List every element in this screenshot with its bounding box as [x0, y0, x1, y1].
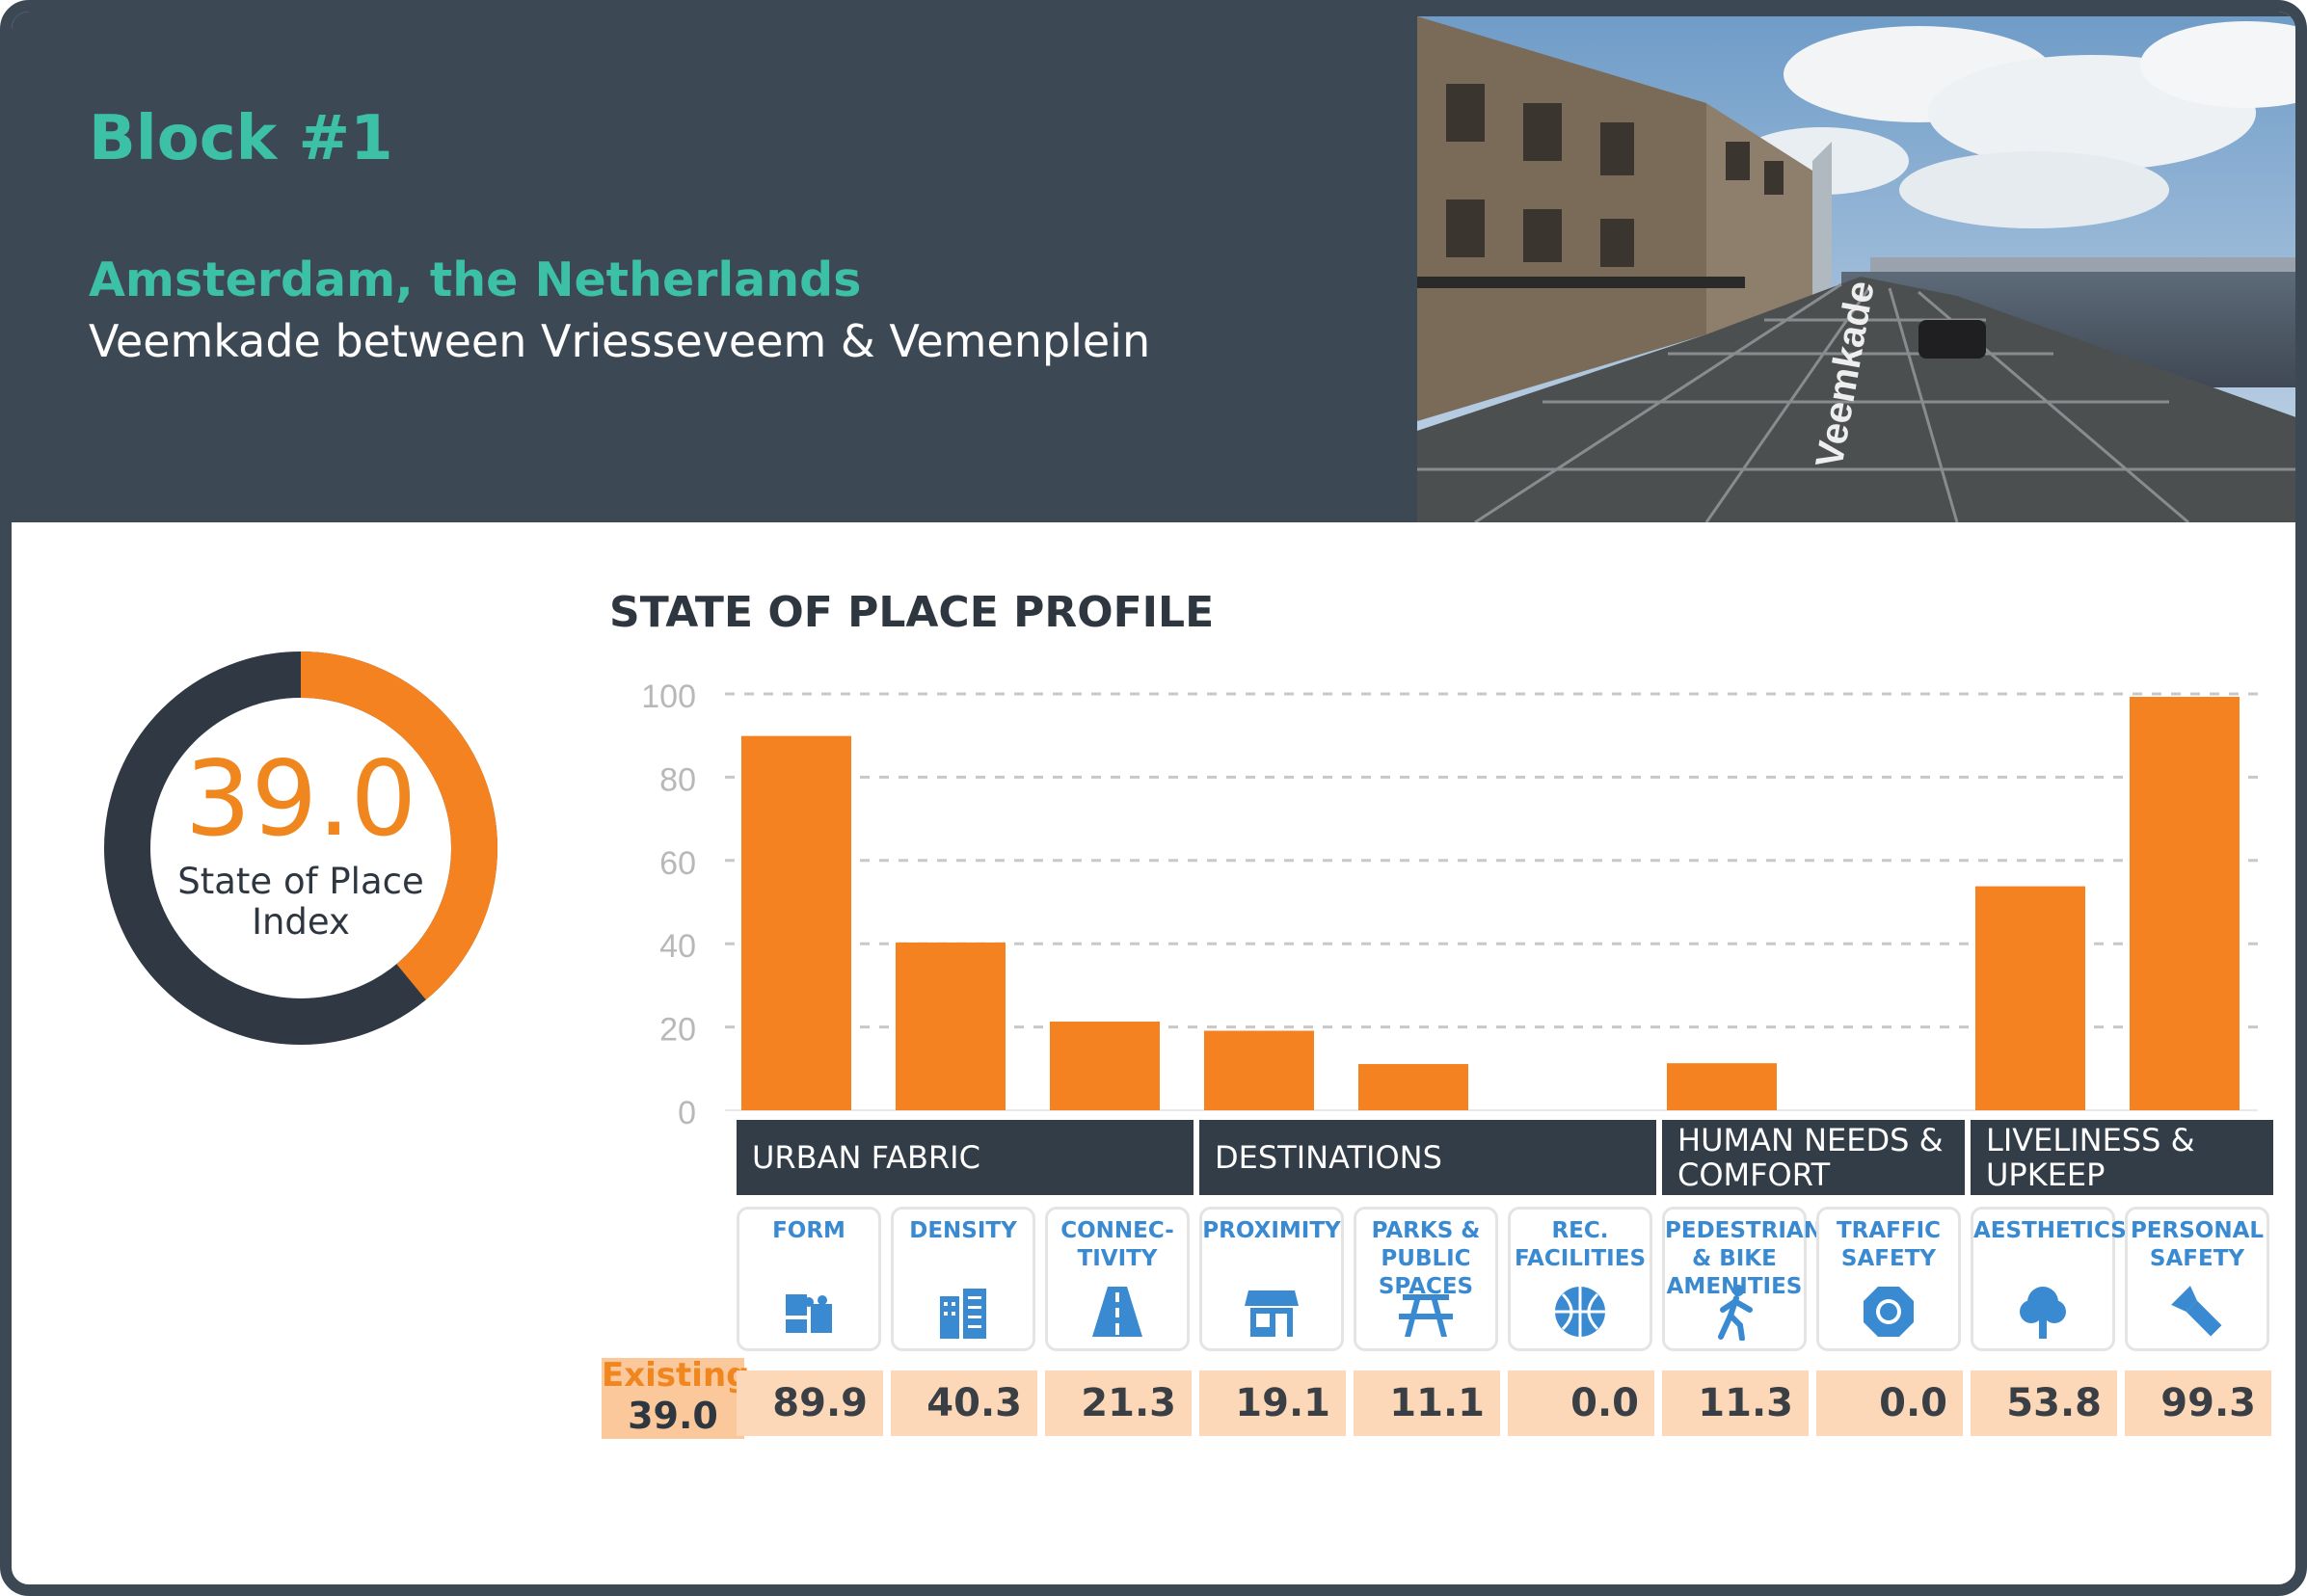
street-description: Veemkade between Vriesseveem & Vemenplei…: [89, 315, 1151, 367]
score-value: 19.1: [1199, 1370, 1346, 1436]
category-card: PROXIMITY: [1199, 1207, 1344, 1351]
group-label: URBAN FABRIC: [737, 1120, 1194, 1195]
y-tick-label: 40: [659, 928, 696, 965]
index-donut: [104, 652, 497, 1045]
stop-sign-icon: [1860, 1283, 1918, 1341]
bar: [1667, 1063, 1777, 1110]
category-label: AESTHETICS: [1973, 1218, 2127, 1243]
flashlight-icon: [2168, 1283, 2226, 1341]
score-value: 53.8: [1971, 1370, 2117, 1436]
bar-chart: 0 20 40 60 80 100: [641, 678, 2258, 1130]
bar: [896, 942, 1006, 1110]
street-photo: Veemkade: [1417, 16, 2295, 522]
index-label: State of Place Index: [177, 861, 424, 943]
category-label: PROXIMITY: [1202, 1218, 1341, 1243]
tree-icon: [2014, 1283, 2072, 1341]
storefront-icon: [1243, 1283, 1301, 1341]
category-label: TRAFFIC SAFETY: [1836, 1218, 1942, 1271]
bar: [1204, 1030, 1314, 1110]
city-name: Amsterdam, the Netherlands: [89, 253, 862, 307]
score-value: 0.0: [1508, 1370, 1654, 1436]
score-value: 89.9: [737, 1370, 883, 1436]
category-card: TRAFFIC SAFETY: [1816, 1207, 1961, 1351]
score-value: 0.0: [1816, 1370, 1963, 1436]
bar: [1358, 1064, 1468, 1110]
category-card: PARKS & PUBLIC SPACES: [1354, 1207, 1498, 1351]
bar: [1050, 1021, 1160, 1110]
score-value: 11.3: [1662, 1370, 1809, 1436]
category-label: PERSONAL SAFETY: [2130, 1218, 2265, 1271]
group-label: HUMAN NEEDS & COMFORT: [1662, 1120, 1965, 1195]
buildings-icon: [934, 1283, 992, 1341]
score-value: 99.3: [2125, 1370, 2271, 1436]
category-label: FORM: [772, 1218, 845, 1243]
category-card: CONNEC- TIVITY: [1045, 1207, 1190, 1351]
puzzle-icon: [780, 1283, 838, 1341]
score-value: 40.3: [891, 1370, 1037, 1436]
y-tick-label: 80: [659, 761, 696, 798]
category-card: FORM: [737, 1207, 881, 1351]
block-title: Block #1: [89, 103, 393, 174]
pedestrian-icon: [1705, 1283, 1763, 1342]
existing-box: [602, 1358, 744, 1439]
category-card: DENSITY: [891, 1207, 1035, 1351]
bar: [1975, 886, 2085, 1110]
group-label: DESTINATIONS: [1199, 1120, 1656, 1195]
index-value: 39.0: [184, 739, 417, 860]
category-label: REC. FACILITIES: [1514, 1218, 1647, 1271]
category-card: REC. FACILITIES: [1508, 1207, 1652, 1351]
header-panel: Block #1 Amsterdam, the Netherlands Veem…: [12, 12, 2295, 522]
score-value: 21.3: [1045, 1370, 1192, 1436]
score-value: 11.1: [1354, 1370, 1500, 1436]
index-arc: [104, 652, 497, 1045]
y-tick-label: 0: [678, 1095, 696, 1130]
basketball-icon: [1551, 1283, 1609, 1341]
category-card: PEDESTRIAN & BIKE AMENITIES: [1662, 1207, 1822, 1351]
y-tick-label: 60: [659, 845, 696, 882]
group-label: LIVELINESS & UPKEEP: [1971, 1120, 2273, 1195]
category-label: DENSITY: [909, 1218, 1017, 1243]
bar: [741, 735, 851, 1110]
bar: [2130, 697, 2240, 1110]
category-label: CONNEC- TIVITY: [1060, 1218, 1174, 1271]
category-card: PERSONAL SAFETY: [2125, 1207, 2269, 1351]
chart-title: STATE OF PLACE PROFILE: [609, 588, 1215, 637]
y-tick-label: 100: [641, 678, 696, 715]
picnic-table-icon: [1397, 1283, 1455, 1341]
existing-label: Existing: [602, 1356, 750, 1395]
y-tick-label: 20: [659, 1012, 696, 1049]
existing-value: 39.0: [628, 1395, 718, 1437]
category-label: PEDESTRIAN & BIKE AMENITIES: [1665, 1218, 1822, 1299]
category-card: AESTHETICS: [1971, 1207, 2127, 1351]
road-icon: [1088, 1283, 1146, 1341]
